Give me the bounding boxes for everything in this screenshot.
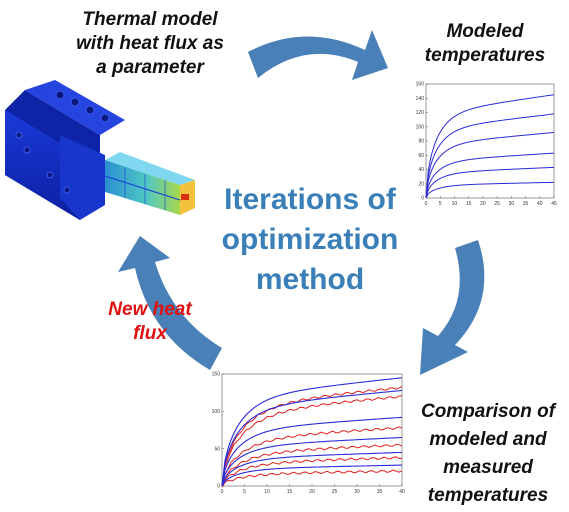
modeled-curve <box>221 464 403 487</box>
x-tick-label: 15 <box>466 201 472 207</box>
x-tick-label: 10 <box>452 201 458 207</box>
modeled-curve <box>425 152 555 199</box>
modeled-curve <box>425 166 555 199</box>
x-tick-label: 35 <box>523 201 529 207</box>
modeled-curve <box>221 436 403 487</box>
modeled-curve <box>425 113 555 199</box>
label-comparison-line2: modeled and <box>429 429 547 450</box>
label-new-heat-flux-line2: flux <box>133 323 167 344</box>
x-tick-label: 15 <box>287 489 293 495</box>
y-tick-label: 60 <box>418 153 424 159</box>
y-tick-label: 100 <box>416 124 425 130</box>
y-tick-label: 160 <box>416 82 425 88</box>
label-comparison-line3: measured <box>443 457 533 478</box>
modeled-curve <box>221 416 403 487</box>
modeled-curve <box>221 389 403 487</box>
x-tick-label: 35 <box>377 489 383 495</box>
modeled-curve <box>425 131 555 199</box>
measured-curve <box>221 456 403 488</box>
y-tick-label: 50 <box>214 446 220 452</box>
y-tick-label: 150 <box>212 372 221 378</box>
modeled-curve <box>425 181 555 199</box>
modeled-curve <box>221 377 403 487</box>
y-tick-label: 100 <box>212 409 221 415</box>
y-tick-label: 0 <box>217 484 220 490</box>
center-line1: Iterations of <box>224 183 396 216</box>
label-modeled-line1: Modeled <box>446 21 524 42</box>
y-tick-label: 0 <box>421 196 424 202</box>
arrow-left <box>118 236 222 370</box>
x-tick-label: 25 <box>494 201 500 207</box>
label-modeled-temperatures: Modeled temperatures <box>415 20 555 68</box>
x-tick-label: 25 <box>332 489 338 495</box>
x-tick-label: 5 <box>439 201 442 207</box>
arrow-top <box>248 30 388 80</box>
center-line3: method <box>255 263 365 296</box>
x-tick-label: 20 <box>480 201 486 207</box>
center-line2: optimization <box>221 223 399 256</box>
label-thermal-model-line1: Thermal model <box>82 9 218 30</box>
thermal-model-image <box>5 80 195 220</box>
measured-curve <box>221 385 403 487</box>
x-tick-label: 20 <box>309 489 315 495</box>
x-tick-label: 30 <box>509 201 515 207</box>
y-tick-label: 140 <box>416 96 425 102</box>
x-tick-label: 10 <box>264 489 270 495</box>
measured-curve <box>221 395 403 486</box>
arrow-right <box>420 240 485 375</box>
measured-curve <box>221 426 403 486</box>
label-comparison-line1: Comparison of <box>420 401 556 422</box>
y-tick-label: 80 <box>418 139 424 145</box>
label-new-heat-flux: New heat flux <box>90 298 210 346</box>
label-comparison: Comparison of modeled and measured tempe… <box>408 398 568 510</box>
center-title: Iterations of optimization method <box>205 180 415 300</box>
y-tick-label: 40 <box>418 167 424 173</box>
measured-curve <box>221 443 403 487</box>
label-thermal-model-line3: a parameter <box>96 57 204 78</box>
y-tick-label: 20 <box>418 181 424 187</box>
modeled-curve <box>221 451 403 487</box>
x-tick-label: 0 <box>425 201 428 207</box>
x-tick-label: 40 <box>537 201 543 207</box>
label-comparison-line4: temperatures <box>427 485 549 506</box>
x-tick-label: 0 <box>221 489 224 495</box>
label-thermal-model-line2: with heat flux as <box>76 33 224 54</box>
x-tick-label: 5 <box>243 489 246 495</box>
x-tick-label: 30 <box>354 489 360 495</box>
comparison-chart: 0 5 10 15 20 25 30 35 40 0 50 100 150 <box>212 372 405 495</box>
label-modeled-line2: temperatures <box>424 45 546 66</box>
measured-curve <box>221 469 403 488</box>
y-tick-label: 120 <box>416 110 425 116</box>
x-tick-label: 40 <box>399 489 405 495</box>
modeled-curve <box>425 94 555 199</box>
plot-frame <box>425 83 555 199</box>
x-tick-label: 45 <box>551 201 557 207</box>
label-thermal-model: Thermal model with heat flux as a parame… <box>50 8 250 80</box>
modeled-temperatures-chart: 0 5 10 15 20 25 30 35 40 45 0 20 40 60 80 100 120 140 160 <box>416 82 557 207</box>
label-new-heat-flux-line1: New heat <box>108 299 192 320</box>
